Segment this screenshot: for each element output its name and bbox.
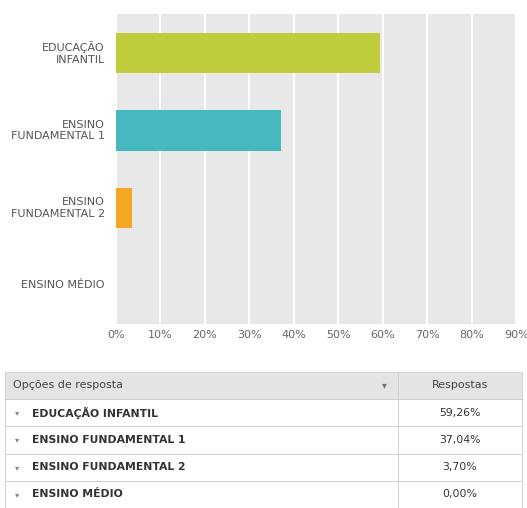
Text: ENSINO FUNDAMENTAL 2: ENSINO FUNDAMENTAL 2 — [32, 462, 186, 472]
Text: 59,26%: 59,26% — [439, 408, 481, 418]
FancyBboxPatch shape — [5, 426, 522, 454]
Text: ▾: ▾ — [382, 380, 387, 391]
Text: ▾: ▾ — [15, 435, 19, 444]
Text: 37,04%: 37,04% — [439, 435, 481, 445]
FancyBboxPatch shape — [5, 454, 522, 481]
Text: ENSINO FUNDAMENTAL 1: ENSINO FUNDAMENTAL 1 — [32, 435, 185, 445]
Bar — [116, 188, 132, 228]
Text: Respostas: Respostas — [432, 380, 488, 391]
FancyBboxPatch shape — [5, 372, 522, 399]
Text: EDUCAÇÃO INFANTIL: EDUCAÇÃO INFANTIL — [32, 406, 158, 419]
Text: ▾: ▾ — [15, 463, 19, 471]
Bar — [116, 33, 379, 73]
Text: ▾: ▾ — [15, 490, 19, 499]
Text: 0,00%: 0,00% — [442, 489, 477, 499]
FancyBboxPatch shape — [5, 481, 522, 508]
FancyBboxPatch shape — [5, 399, 522, 426]
Text: Opções de resposta: Opções de resposta — [13, 380, 123, 391]
Bar — [116, 110, 281, 151]
Text: 3,70%: 3,70% — [443, 462, 477, 472]
Text: ▾: ▾ — [15, 408, 19, 417]
Text: ENSINO MÉDIO: ENSINO MÉDIO — [32, 489, 122, 499]
